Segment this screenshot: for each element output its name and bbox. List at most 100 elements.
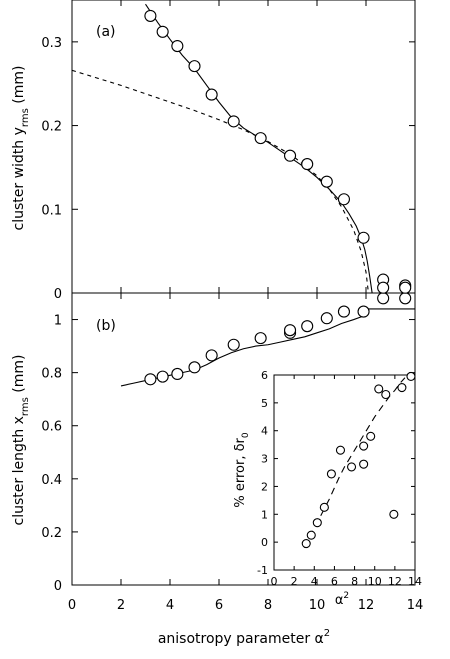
inset-ylabel-sub: 0 xyxy=(241,432,251,438)
panel-b-ylabel-unit: (mm) xyxy=(11,355,27,398)
panel-1-point-11 xyxy=(337,305,351,318)
panel-1-point-3 xyxy=(188,361,201,374)
panel-a-ylabel-sub: rms xyxy=(20,108,31,127)
inset-ylabel-main: % error, δr xyxy=(233,437,248,507)
panel-b-ylabel: cluster length xrms (mm) xyxy=(11,355,31,526)
panel-b-ylabel-sub: rms xyxy=(20,397,31,416)
panel-0-point-2 xyxy=(171,39,184,53)
panel-2-ytick-label-6: 5 xyxy=(261,397,268,410)
panel-2-point-10 xyxy=(374,384,384,394)
panel-1-xtick-label-6: 12 xyxy=(358,598,375,613)
panel-2-point-11 xyxy=(381,389,391,400)
panel-1-point-10 xyxy=(320,312,333,325)
panel-1-point-6 xyxy=(254,332,267,345)
panel-2-point-0 xyxy=(301,538,311,549)
panel-0-frame xyxy=(71,0,416,294)
x-axis-label-main: anisotropy parameter α xyxy=(158,631,324,647)
panel-2-xtick-label-6: 12 xyxy=(388,575,402,588)
panel-0-point-1 xyxy=(156,25,169,38)
panel-2-point-9 xyxy=(366,431,376,441)
panel-2-point-4 xyxy=(326,469,336,479)
panel-2-point-3 xyxy=(319,502,329,512)
panel-2-xtick-label-1: 2 xyxy=(291,575,298,588)
panel-0-ytick-label-1: 0.1 xyxy=(41,203,62,218)
panel-2-ytick-label-0: -1 xyxy=(257,564,268,577)
panel-0-ytick-label-2: 0.2 xyxy=(41,120,62,135)
panel-1-point-15 xyxy=(399,292,412,305)
panel-2-ytick-label-1: 0 xyxy=(261,536,268,549)
panel-1-xtick-label-7: 14 xyxy=(407,598,424,613)
panel-1-point-8 xyxy=(283,324,297,337)
panel-2-xtick-label-3: 6 xyxy=(331,575,338,588)
panel-2-point-7 xyxy=(359,459,369,469)
panel-2-point-6 xyxy=(346,462,357,472)
panel-2-xtick-label-2: 4 xyxy=(311,575,318,588)
panel-0-point-6 xyxy=(254,132,267,145)
panel-2-point-13 xyxy=(397,382,407,393)
panel-b-ylabel-main: cluster length x xyxy=(11,416,27,525)
panel-2-ytick-label-4: 3 xyxy=(261,453,268,466)
panel-2-xtick-label-0: 0 xyxy=(271,575,278,588)
panel-1-point-14 xyxy=(377,281,390,294)
panel-1-point-9 xyxy=(301,320,314,333)
panel-2-xtick-label-4: 8 xyxy=(351,575,358,588)
panel-1-ytick-label-2: 0.4 xyxy=(41,473,62,488)
panel-2-point-5 xyxy=(335,445,346,455)
panel-2-frame xyxy=(273,374,416,571)
panel-1-xtick-label-5: 10 xyxy=(309,598,326,613)
panel-1-point-13 xyxy=(377,292,390,305)
panel-1-ytick-label-0: 0 xyxy=(54,579,62,594)
panel-0-point-9 xyxy=(320,175,333,188)
panel-2-ytick-label-5: 4 xyxy=(261,425,268,438)
panel-b-label: (b) xyxy=(96,318,116,334)
panel-1-point-12 xyxy=(357,305,370,318)
panel-a-ylabel: cluster width yrms (mm) xyxy=(11,66,31,231)
panel-2-point-12 xyxy=(389,509,399,519)
panel-1-ytick-label-5: 1 xyxy=(54,314,62,329)
panel-2-point-1 xyxy=(306,530,316,540)
panel-0-point-10 xyxy=(337,193,351,206)
panel-2-xtick-label-5: 10 xyxy=(368,575,382,588)
panel-1-point-0 xyxy=(144,373,157,386)
panel-a-ylabel-main: cluster width y xyxy=(11,127,27,230)
panel-0-point-4 xyxy=(205,88,218,101)
panel-1-ytick-label-1: 0.2 xyxy=(41,526,62,541)
panel-a-label: (a) xyxy=(96,24,116,40)
inset-ylabel: % error, δr0 xyxy=(233,432,251,508)
panel-1-xtick-label-3: 6 xyxy=(215,598,223,613)
panel-2-ytick-label-7: 6 xyxy=(261,369,268,382)
panel-2-point-8 xyxy=(359,441,369,451)
panel-a: 0 0.1 0.2 0.3 (a) cluster width yrms (mm) xyxy=(11,0,416,302)
panel-0-point-8 xyxy=(301,158,314,171)
panel-2-xtick-label-7: 14 xyxy=(408,575,422,588)
inset-xlabel-main: α xyxy=(335,593,344,608)
panel-1-point-5 xyxy=(227,338,240,351)
panel-2-ytick-label-3: 2 xyxy=(261,480,268,493)
panel-0-ytick-label-3: 0.3 xyxy=(41,36,62,51)
inset-xlabel: α2 xyxy=(335,591,349,608)
panel-1-ytick-label-4: 0.8 xyxy=(41,367,62,382)
panel-0-point-7 xyxy=(283,149,297,162)
panel-0-ytick-label-0: 0 xyxy=(54,287,62,302)
panel-1-xtick-label-1: 2 xyxy=(117,598,125,613)
panel-1-ytick-label-3: 0.6 xyxy=(41,420,62,435)
panel-a-ylabel-unit: (mm) xyxy=(11,66,27,109)
panel-1-point-4 xyxy=(205,349,218,362)
panel-1-point-1 xyxy=(156,370,169,383)
panel-0-point-5 xyxy=(227,115,240,128)
panel-1-xtick-label-2: 4 xyxy=(166,598,174,613)
panel-0-series-1-dashed xyxy=(72,69,369,293)
panel-1-point-16 xyxy=(399,281,412,294)
panel-2-ytick-label-2: 1 xyxy=(261,508,268,521)
x-axis-label: anisotropy parameter α2 xyxy=(158,628,330,647)
inset-xlabel-sup: 2 xyxy=(343,591,349,601)
panel-2-point-2 xyxy=(312,518,322,528)
panel-1-xtick-label-0: 0 xyxy=(68,598,76,613)
panel-2-point-14 xyxy=(406,371,416,381)
panel-0-point-3 xyxy=(188,60,201,73)
panel-0-point-11 xyxy=(357,231,370,244)
panel-1-point-2 xyxy=(171,367,184,381)
